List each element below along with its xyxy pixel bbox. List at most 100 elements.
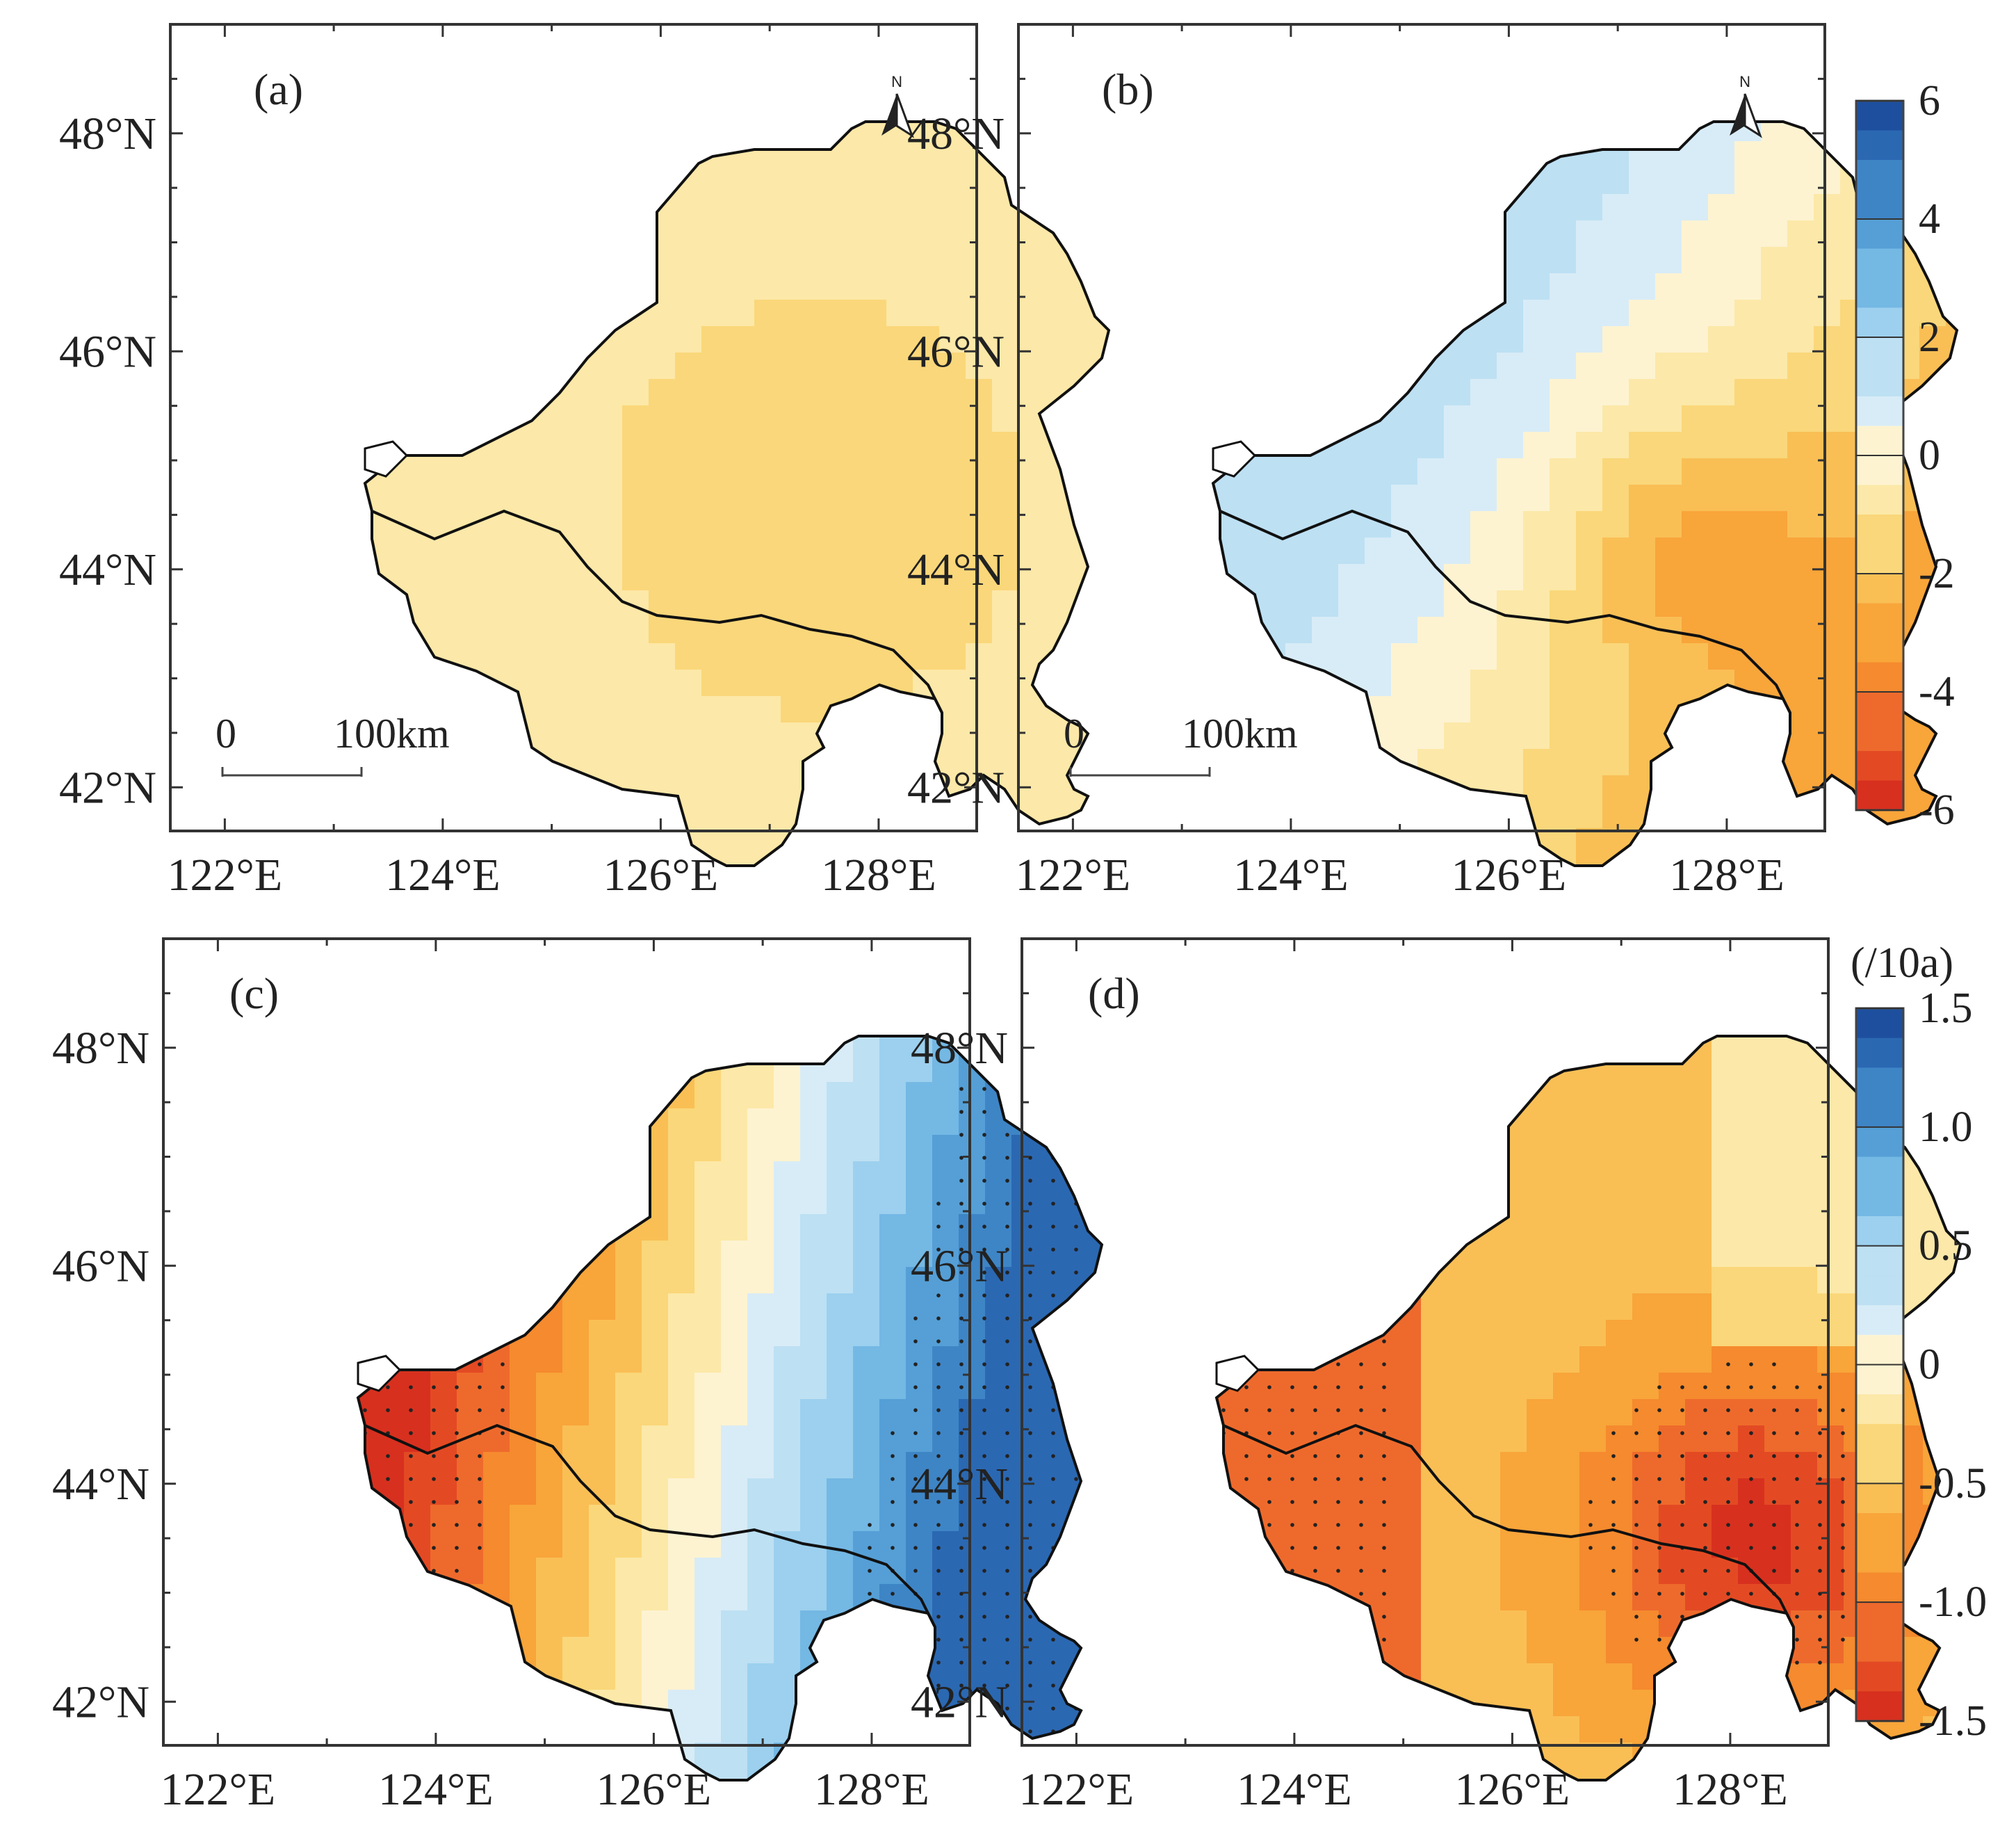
grid-cell [827,1293,854,1320]
grid-cell [1500,1241,1527,1268]
grid-cell [1632,1188,1659,1215]
grid-cell [437,564,464,591]
grid-cell [853,1036,880,1056]
grid-cell [754,122,781,142]
significance-dot [386,1270,390,1275]
grid-cell [1368,1558,1395,1585]
grid-cell [1391,696,1418,723]
grid-cell [1708,696,1735,723]
grid-cell [1764,1505,1791,1532]
grid-cell [517,194,544,221]
grid-cell [1233,122,1260,142]
significance-dot [1051,1500,1055,1504]
grid-cell [464,300,491,327]
grid-cell [404,1108,431,1136]
significance-dot [1657,1431,1661,1435]
colorbar-bin [1856,692,1903,722]
grid-cell [562,1716,590,1743]
grid-cell [1814,458,1841,485]
significance-dot [1680,1638,1684,1642]
significance-dot [1818,1523,1822,1527]
grid-cell [1474,1241,1501,1268]
significance-dot [1634,1408,1639,1412]
significance-dot [982,1546,986,1550]
grid-cell [992,643,1019,670]
grid-cell [1682,122,1709,142]
significance-dot [1221,1546,1226,1550]
grid-cell [642,1056,669,1083]
colorbar-bin [1856,1483,1903,1514]
grid-cell [827,1373,854,1400]
grid-cell [510,1373,537,1400]
grid-cell [1289,1531,1316,1558]
significance-dot [1290,1615,1294,1619]
grid-cell [1629,379,1656,406]
colorbar-bin [1856,130,1903,161]
grid-cell [932,1637,959,1664]
grid-cell [1342,1320,1369,1347]
significance-dot [1051,1683,1055,1688]
significance-dot [868,1706,872,1711]
grid-cell [966,511,993,538]
significance-dot [1841,1500,1845,1504]
significance-dot [1051,1408,1055,1412]
grid-cell [1708,538,1735,565]
grid-cell [1814,696,1841,723]
grid-cell [615,1637,642,1664]
significance-dot [478,1133,482,1137]
grid-cell [1421,1241,1448,1268]
grid-cell [701,168,729,195]
grid-cell [562,1584,590,1611]
grid-cell [1262,1716,1290,1743]
grid-cell [1553,1267,1580,1294]
significance-dot [1074,1546,1078,1550]
significance-dot [478,1293,482,1298]
significance-dot [1290,1041,1294,1045]
grid-cell [1629,122,1656,142]
grid-cell [939,617,966,644]
significance-dot [455,1270,459,1275]
significance-dot [478,1064,482,1068]
grid-cell [1814,379,1841,406]
grid-cell [543,220,570,248]
significance-dot [913,1615,918,1619]
grid-cell [1259,326,1286,353]
grid-cell [747,1558,774,1585]
grid-cell [1365,168,1392,195]
grid-cell [517,590,544,617]
significance-dot [959,1408,964,1412]
significance-dot [1290,1225,1294,1229]
grid-cell [827,1108,854,1136]
grid-cell [879,1373,907,1400]
grid-cell [1655,194,1682,221]
grid-cell [510,1531,537,1558]
grid-cell [615,1610,642,1638]
grid-cell [827,1452,854,1479]
significance-dot [1772,1500,1776,1504]
grid-cell [1391,168,1418,195]
grid-cell [1091,1478,1102,1505]
grid-cell [1018,617,1046,644]
grid-cell [879,1161,907,1188]
grid-cell [1576,696,1603,723]
significance-dot [455,1500,459,1504]
grid-cell [1576,749,1603,776]
grid-cell [411,194,438,221]
grid-cell [1791,1637,1818,1664]
grid-cell [543,590,570,617]
significance-dot [1005,1706,1009,1711]
significance-dot [386,1179,390,1183]
grid-cell [1444,168,1471,195]
grid-cell [1312,696,1339,723]
grid-cell [569,749,596,776]
significance-dot [1749,1523,1753,1527]
grid-cell [1814,122,1841,142]
grid-cell [1579,1241,1607,1268]
grid-cell [649,122,676,142]
grid-cell [615,1135,642,1162]
grid-cell [1712,1056,1739,1083]
significance-dot [1267,1661,1271,1665]
grid-cell [1474,1082,1501,1109]
grid-cell [747,1610,774,1638]
grid-cell [411,564,438,591]
